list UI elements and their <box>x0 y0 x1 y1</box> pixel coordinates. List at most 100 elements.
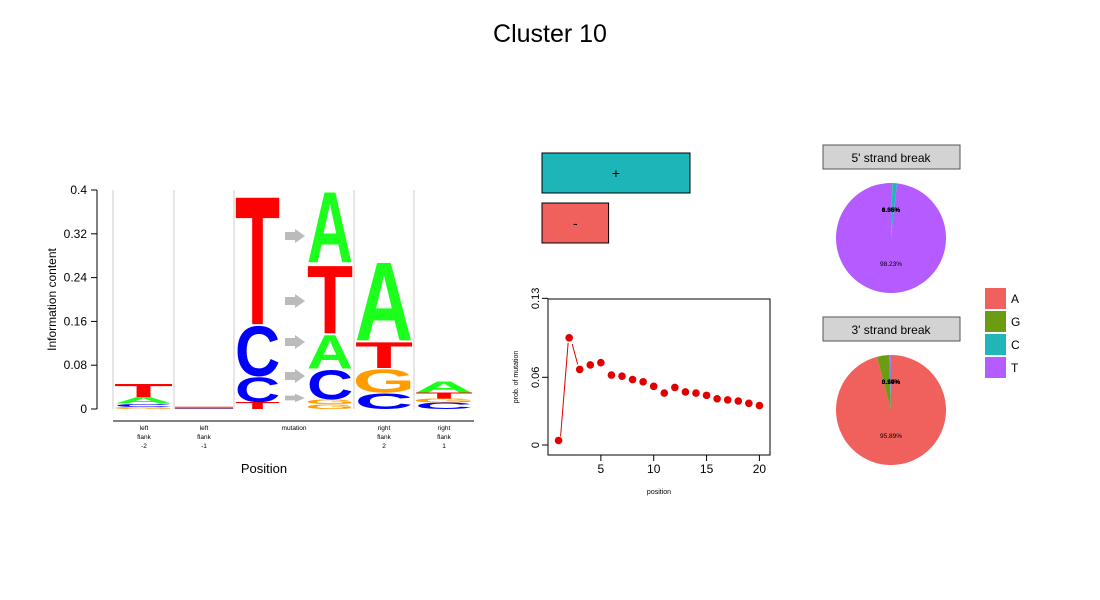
logo-letter-A: A <box>355 238 413 364</box>
x-tick-label: 20 <box>753 462 767 476</box>
logo-letter-A <box>175 407 233 408</box>
data-point <box>681 388 690 396</box>
pie-5-prime-panel: 5' strand break 98.23% 0.36%0.05%1.36% <box>822 144 961 293</box>
data-point <box>565 334 573 342</box>
category-label: flank <box>137 434 151 441</box>
logo-letter-T: T <box>235 157 280 363</box>
data-point <box>628 375 637 384</box>
logo-letter-C: C <box>235 370 280 410</box>
category-label: 1 <box>442 443 446 450</box>
category-label: 2 <box>382 443 386 450</box>
data-point <box>692 389 700 397</box>
pie-label: 1.36% <box>882 207 901 214</box>
pie-slice-A <box>891 183 893 238</box>
legend-swatch-C <box>985 334 1006 355</box>
y-tick-label: 0.24 <box>64 271 88 285</box>
pie-label: 95.89% <box>880 433 902 440</box>
sequence-logo-panel: 0 0.08 0.16 0.24 0.32 0.4 Information content P… <box>45 157 475 476</box>
logo-letter-G: G <box>353 363 416 401</box>
strand-bar-panel: +- <box>541 152 691 244</box>
data-point <box>723 396 732 404</box>
legend-swatch-A <box>985 288 1006 309</box>
y-tick-label: 0.06 <box>530 367 542 388</box>
mutation-arrow <box>285 369 305 383</box>
pie-label: 0.05% <box>882 207 901 214</box>
logo-letter-A: A <box>114 395 173 405</box>
category-label: flank <box>197 434 211 441</box>
category-label: left <box>200 425 209 432</box>
figure-title: Cluster 10 <box>493 20 607 48</box>
mutation-arrow <box>285 393 305 403</box>
data-point <box>702 391 711 400</box>
pie-slice-G <box>876 355 891 410</box>
legend-swatch-T <box>985 357 1006 378</box>
y-tick-label: 0 <box>80 402 87 416</box>
pie-slice-T <box>836 182 946 293</box>
y-tick-label: 0.32 <box>64 227 88 241</box>
data-point <box>671 383 679 392</box>
y-tick-label: 0.16 <box>64 314 88 328</box>
legend-label: T <box>1011 361 1019 375</box>
pie-label: 0.30% <box>882 379 901 386</box>
data-point <box>607 371 616 379</box>
logo-letter-G: G <box>305 398 355 406</box>
logo-letter-A: A <box>307 170 353 284</box>
x-tick-label: 5 <box>598 462 605 476</box>
pie-title: 3' strand break <box>851 323 931 337</box>
data-point <box>586 361 595 369</box>
category-label: -2 <box>141 443 147 450</box>
pie-3-prime-panel: 3' strand break 95.89% 3.57%0.30%0.24% <box>822 316 961 465</box>
pie-title: 5' strand break <box>851 151 931 165</box>
mutation-arrow <box>285 335 305 349</box>
logo-letter-T: T <box>415 391 473 400</box>
data-point <box>713 394 721 403</box>
strand-bar-minus <box>541 202 610 244</box>
logo-letter-G: G <box>413 398 476 404</box>
category-label: mutation <box>282 425 307 432</box>
legend-label: C <box>1011 338 1020 352</box>
series-line <box>571 343 579 365</box>
y-axis-label: Information content <box>45 247 59 350</box>
logo-letter-T: T <box>235 400 280 411</box>
y-axis-label: prob. of mutation <box>513 351 520 404</box>
mutation-arrow <box>285 294 305 308</box>
y-tick-label: 0.08 <box>64 358 88 372</box>
legend-label: G <box>1011 315 1020 329</box>
plot-frame <box>547 298 771 456</box>
logo-letter-T: T <box>307 246 353 355</box>
legend-swatch-G <box>985 311 1006 332</box>
x-axis-label: position <box>647 489 671 496</box>
logo-letter-C: C <box>355 388 413 413</box>
data-point <box>597 358 605 367</box>
pie-title-box <box>822 316 961 342</box>
data-point <box>660 389 669 397</box>
data-point <box>639 378 647 386</box>
strand-bar-label: + <box>612 165 620 181</box>
y-tick-label: 0.4 <box>70 183 87 197</box>
data-point <box>734 397 743 405</box>
pie-slice-T <box>890 355 891 410</box>
logo-letter-C: C <box>235 312 280 392</box>
logo-letter-T: T <box>114 380 173 401</box>
x-tick-label: 15 <box>700 462 714 476</box>
data-point <box>575 365 584 374</box>
data-point <box>618 372 626 380</box>
logo-letter-G: G <box>305 403 355 411</box>
mutation-probability-panel: 5 10 15 20 0 0.06 0.13 position prob. of mutatio… <box>513 288 771 496</box>
category-label: right <box>378 425 391 432</box>
category-label: flank <box>377 434 391 441</box>
pie-label: 0.36% <box>882 207 901 214</box>
pie-label: 98.23% <box>880 261 902 268</box>
x-tick-label: 10 <box>647 462 661 476</box>
pie-slice-C <box>891 183 898 238</box>
data-point <box>649 382 658 391</box>
logo-letter-A: A <box>307 325 353 379</box>
logo-letter-C: C <box>114 403 173 408</box>
logo-letter-T <box>175 406 233 408</box>
logo-letter-G: G <box>112 406 176 409</box>
pie-label: 0.24% <box>882 379 901 386</box>
pie-title-box <box>822 144 961 170</box>
pie-label: 3.57% <box>882 379 901 386</box>
